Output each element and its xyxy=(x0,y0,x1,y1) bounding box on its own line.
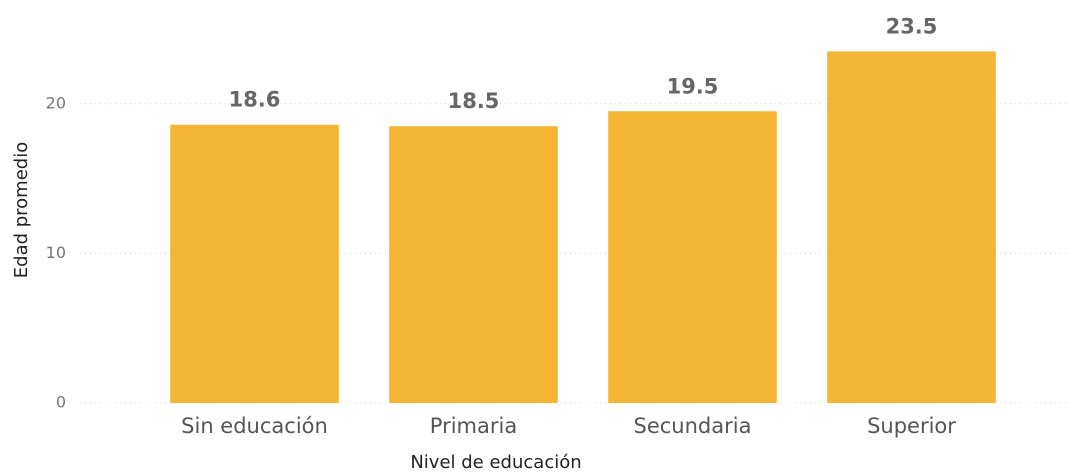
data-label: 19.5 xyxy=(667,74,719,98)
data-label: 18.6 xyxy=(229,88,281,112)
y-tick-label: 10 xyxy=(46,243,66,262)
x-tick-label: Superior xyxy=(867,414,956,438)
y-tick-label: 0 xyxy=(56,393,66,412)
x-tick-label: Primaria xyxy=(430,414,517,438)
bar xyxy=(608,111,777,403)
bar xyxy=(170,124,339,403)
data-label: 18.5 xyxy=(448,89,500,113)
data-label: 23.5 xyxy=(886,14,938,38)
bar xyxy=(389,126,558,404)
bar xyxy=(827,51,996,403)
x-tick-label: Sin educación xyxy=(181,414,328,438)
y-tick-label: 20 xyxy=(46,93,66,112)
x-axis-title: Nivel de educación xyxy=(410,452,581,473)
x-tick-label: Secundaria xyxy=(634,414,752,438)
y-axis-title: Edad promedio xyxy=(11,142,32,278)
